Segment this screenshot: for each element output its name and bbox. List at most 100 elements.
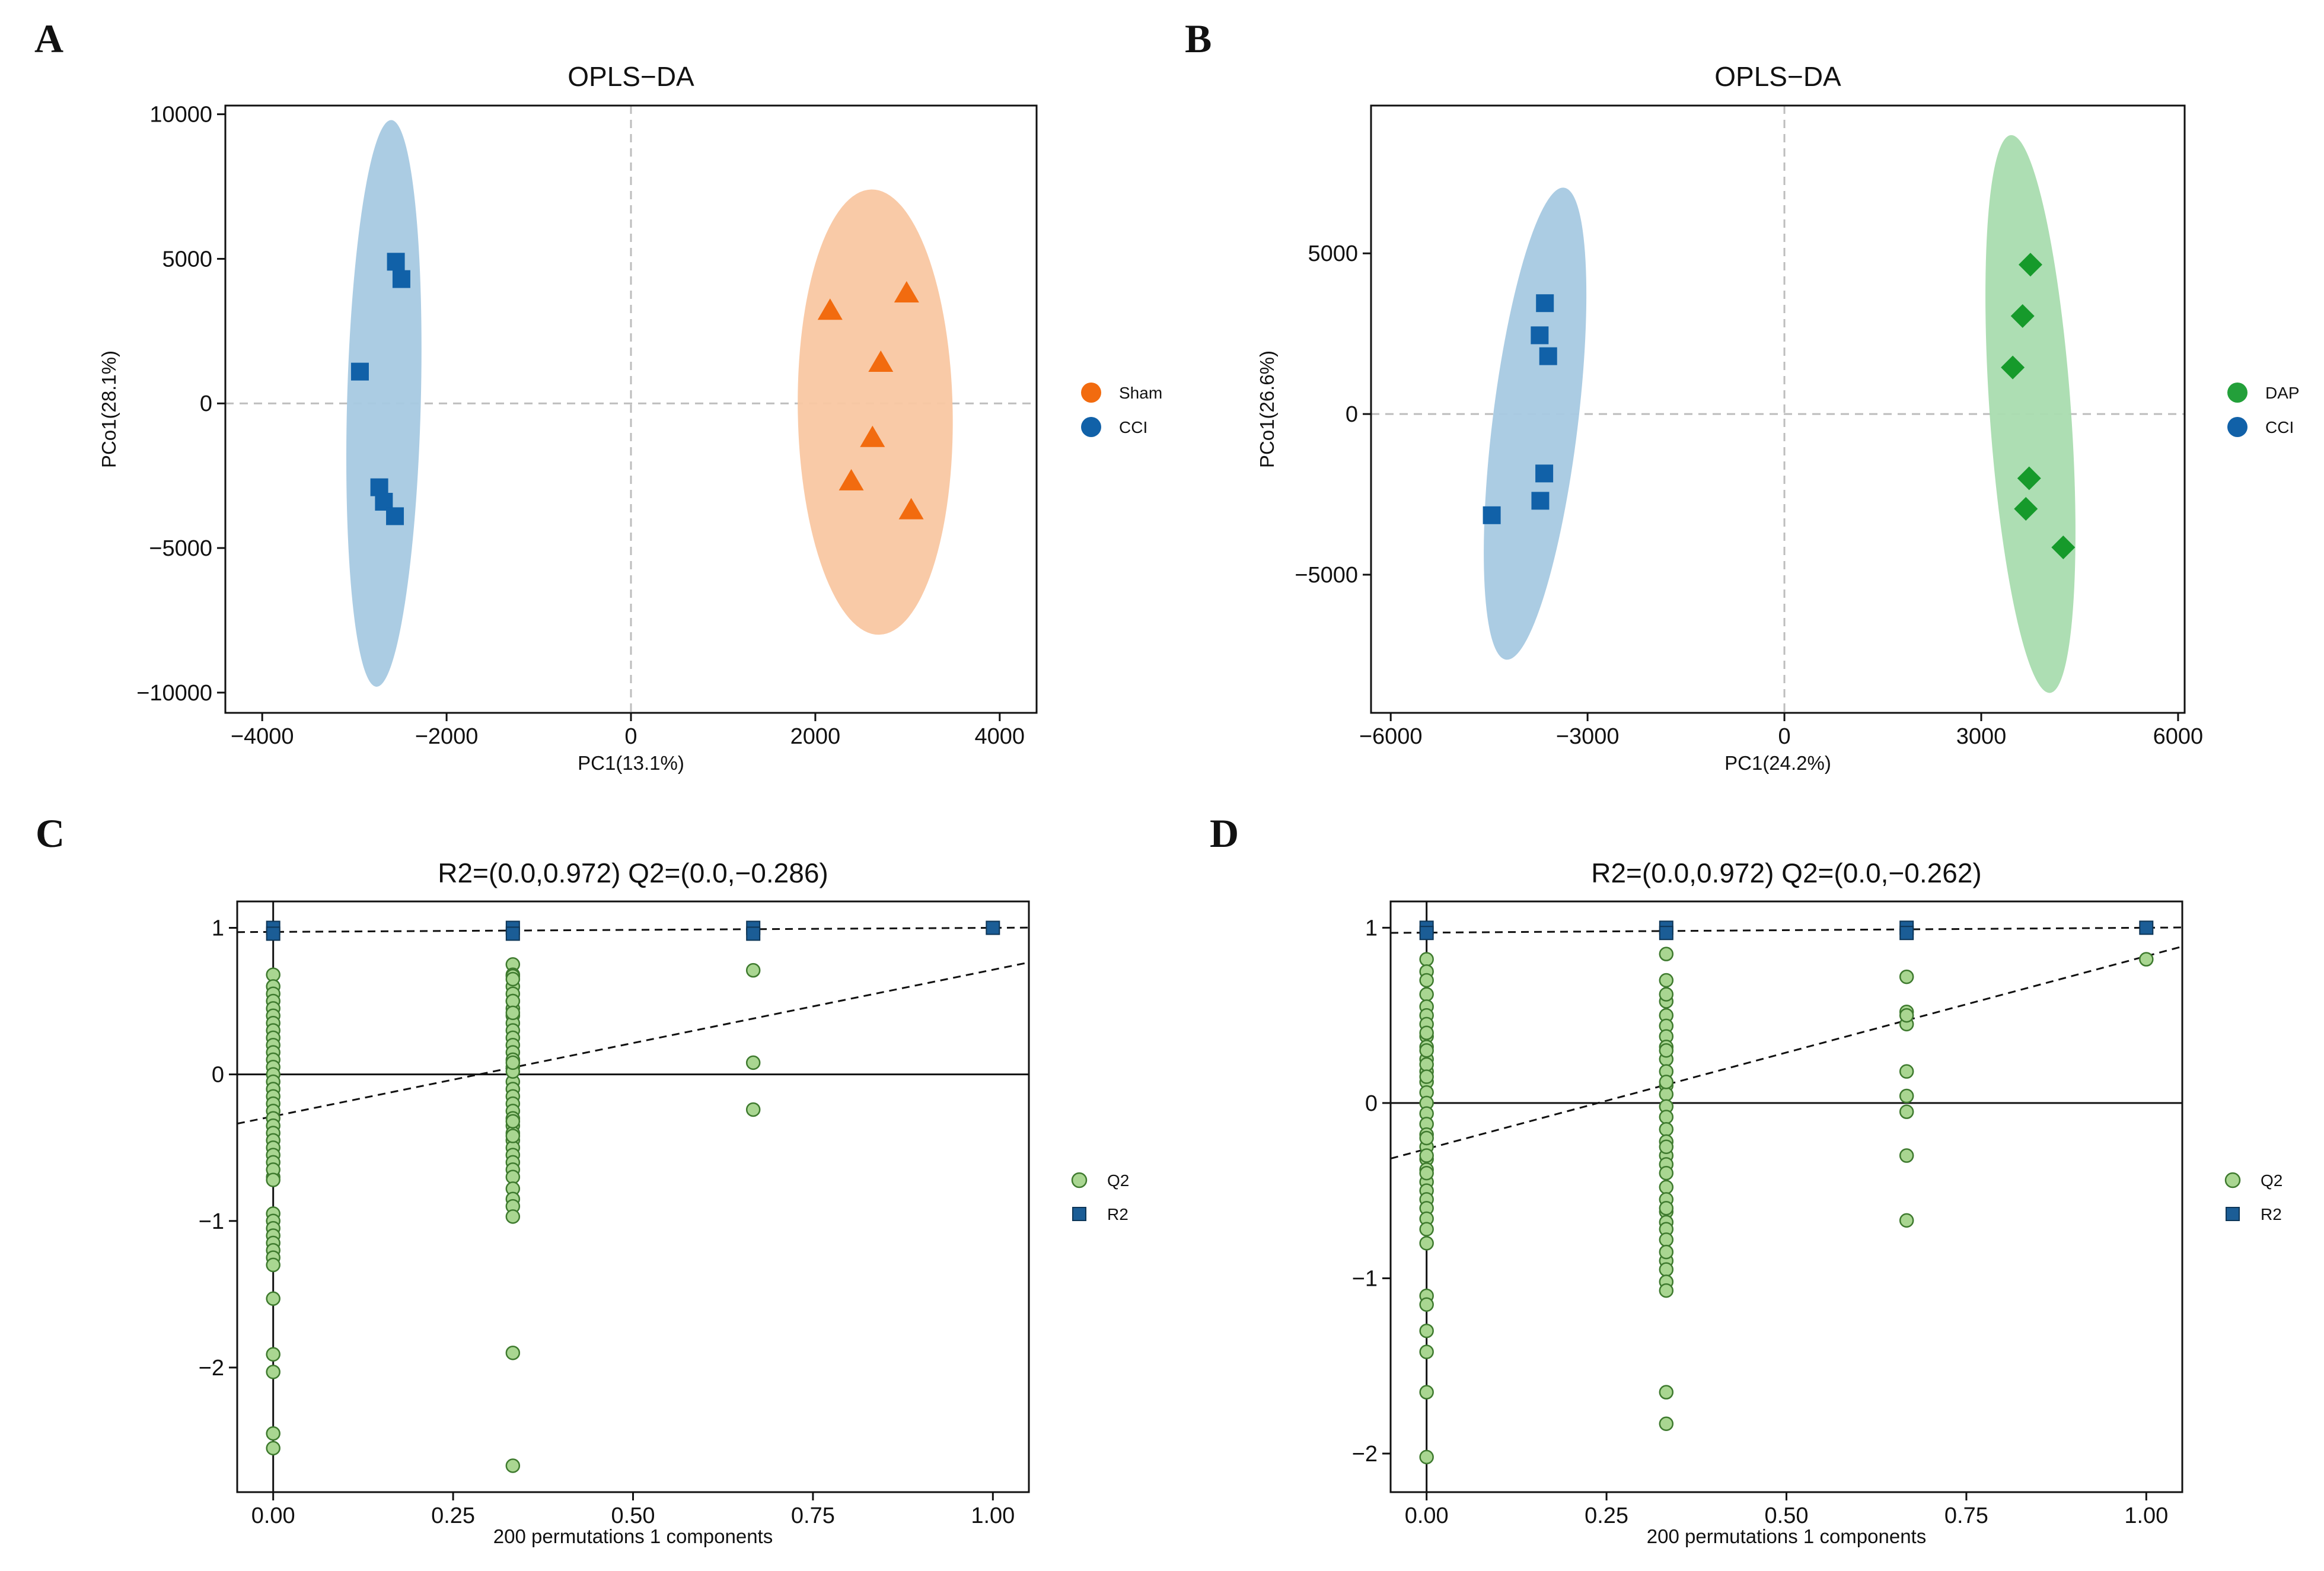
q2-point bbox=[1659, 1283, 1674, 1298]
data-point-sham bbox=[894, 281, 919, 302]
r2-point bbox=[1659, 926, 1673, 941]
q2-point bbox=[505, 1458, 521, 1473]
panel-d: D R2=(0.0,0.972) Q2=(0.0,−0.262) 0.00 0.25 0… bbox=[1210, 811, 2282, 1547]
data-point-cci bbox=[387, 253, 405, 271]
r2-point bbox=[2139, 920, 2154, 935]
legend-label-r2: R2 bbox=[1107, 1205, 1128, 1223]
y-tick-label: 0 bbox=[1346, 402, 1358, 427]
x-axis-label: PC1(24.2%) bbox=[1724, 752, 1831, 774]
chart-title: OPLS−DA bbox=[568, 61, 694, 92]
x-tick-label: −6000 bbox=[1359, 724, 1423, 749]
q2-point bbox=[1419, 1222, 1434, 1237]
x-tick-label: 2000 bbox=[790, 724, 841, 749]
q2-point bbox=[1419, 1148, 1434, 1163]
q2-point bbox=[1419, 1297, 1434, 1312]
y-tick-label: 5000 bbox=[162, 247, 212, 272]
data-point-cci bbox=[1539, 347, 1557, 365]
q2-point bbox=[1899, 1008, 1914, 1023]
legend-symbol-cci bbox=[1081, 417, 1101, 437]
data-point-cci bbox=[1531, 492, 1550, 510]
q2-point bbox=[266, 1347, 280, 1362]
q2-point bbox=[1899, 1104, 1914, 1119]
q2-point bbox=[505, 1129, 521, 1143]
regression-line-q2 bbox=[237, 961, 1029, 1125]
q2-point bbox=[745, 1102, 761, 1117]
q2-point bbox=[266, 1426, 280, 1441]
q2-point bbox=[1419, 1385, 1434, 1400]
x-axis-label: 200 permutations 1 components bbox=[493, 1525, 773, 1547]
legend-symbol-q2 bbox=[1071, 1172, 1088, 1188]
q2-point bbox=[1659, 1110, 1674, 1124]
data-point-cci bbox=[1483, 506, 1501, 524]
q2-point bbox=[505, 1055, 521, 1070]
q2-point bbox=[266, 1365, 280, 1379]
panel-a: A OPLS−DA −4000 −2000 0 2000 4000 10000 5000 0 −50… bbox=[34, 16, 1162, 774]
q2-point bbox=[1659, 1086, 1674, 1102]
y-tick-label: −2 bbox=[199, 1356, 224, 1381]
chart-title: OPLS−DA bbox=[1714, 61, 1841, 92]
q2-point bbox=[1899, 969, 1914, 984]
q2-point bbox=[1419, 973, 1434, 988]
q2-point bbox=[1659, 1180, 1674, 1194]
q2-point bbox=[1659, 1200, 1674, 1216]
regression-line-r2 bbox=[237, 926, 1029, 933]
q2-point bbox=[1899, 1064, 1914, 1079]
x-tick-label: 0.50 bbox=[611, 1503, 655, 1528]
x-tick-label: −2000 bbox=[415, 724, 479, 749]
data-point-cci bbox=[386, 507, 404, 525]
y-tick-label: 0 bbox=[1365, 1091, 1378, 1116]
x-tick-label: −3000 bbox=[1556, 724, 1620, 749]
q2-point bbox=[1659, 987, 1674, 1002]
x-tick-label: 0 bbox=[1778, 724, 1790, 749]
data-point-cci bbox=[392, 270, 410, 288]
y-tick-label: 1 bbox=[212, 916, 224, 941]
data-point-sham bbox=[860, 425, 885, 447]
q2-point bbox=[1659, 1244, 1674, 1260]
confidence-ellipse-dap bbox=[1985, 135, 2076, 693]
r2-point bbox=[266, 926, 280, 941]
q2-point bbox=[266, 1172, 280, 1187]
x-tick-label: 4000 bbox=[975, 724, 1025, 749]
x-tick-label: 0.50 bbox=[1765, 1503, 1809, 1528]
q2-point bbox=[1659, 1165, 1674, 1181]
legend-label-cci: CCI bbox=[2265, 418, 2294, 436]
q2-point bbox=[1659, 1043, 1674, 1058]
regression-line-q2 bbox=[1391, 945, 2182, 1160]
data-point-sham bbox=[839, 469, 864, 490]
q2-point bbox=[1659, 1232, 1674, 1247]
q2-point bbox=[1659, 1139, 1674, 1155]
q2-point bbox=[1419, 952, 1434, 967]
q2-point bbox=[1419, 987, 1434, 1002]
x-tick-label: 0.75 bbox=[1944, 1503, 1988, 1528]
x-axis-label: 200 permutations 1 components bbox=[1647, 1525, 1926, 1547]
panel-b: B OPLS−DA −6000 −3000 0 3000 6000 5000 0 −5000 PC1… bbox=[1185, 16, 2300, 774]
q2-point bbox=[1659, 1262, 1674, 1277]
chart-title: R2=(0.0,0.972) Q2=(0.0,−0.286) bbox=[438, 858, 828, 888]
data-point-cci bbox=[1536, 294, 1554, 313]
data-point-dap bbox=[2010, 304, 2035, 328]
q2-point bbox=[266, 1291, 280, 1306]
y-tick-label: −1 bbox=[199, 1209, 224, 1234]
q2-point bbox=[505, 971, 521, 987]
panel-c: C R2=(0.0,0.972) Q2=(0.0,−0.286) 0.00 0.25 0… bbox=[36, 811, 1129, 1547]
legend-symbol-r2 bbox=[1072, 1207, 1086, 1221]
r2-point bbox=[1419, 926, 1434, 941]
x-tick-label: 0.25 bbox=[1585, 1503, 1628, 1528]
confidence-ellipse-cci bbox=[1484, 187, 1587, 660]
legend-label-q2: Q2 bbox=[1107, 1171, 1129, 1190]
q2-point bbox=[266, 1441, 280, 1456]
q2-point bbox=[745, 1055, 761, 1070]
legend-symbol-r2 bbox=[2226, 1207, 2240, 1221]
data-point-dap bbox=[2018, 253, 2042, 277]
x-tick-label: 6000 bbox=[2153, 724, 2204, 749]
y-tick-label: −5000 bbox=[1295, 563, 1358, 588]
x-tick-label: 0.25 bbox=[431, 1503, 475, 1528]
legend-symbol-cci bbox=[2227, 417, 2248, 437]
y-axis-label: PCo1(26.6%) bbox=[1256, 350, 1278, 468]
plot-frame bbox=[1370, 104, 2186, 714]
q2-point bbox=[1419, 1449, 1434, 1465]
q2-point bbox=[505, 1114, 521, 1129]
panel-letter: C bbox=[36, 811, 65, 856]
x-tick-label: 1.00 bbox=[971, 1503, 1015, 1528]
q2-point bbox=[1659, 1121, 1674, 1137]
